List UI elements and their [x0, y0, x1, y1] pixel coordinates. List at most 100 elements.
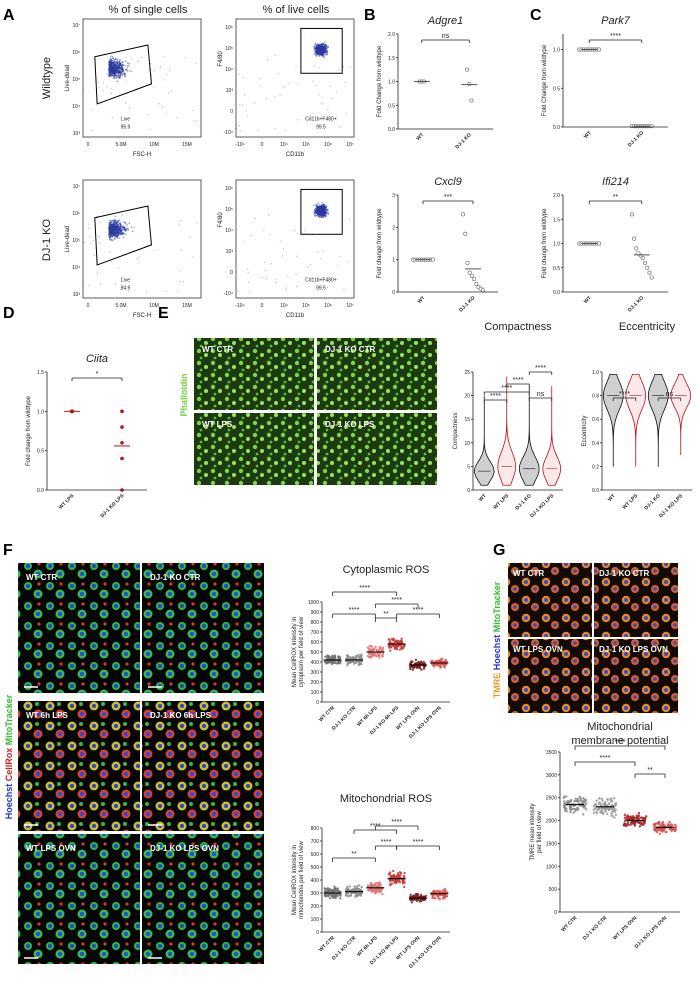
cd11b-tick: 0	[261, 303, 264, 309]
y-axis-label: Fold change from wildtype	[377, 208, 383, 279]
event-dot	[123, 221, 125, 223]
data-point	[403, 644, 406, 648]
significance-label: ns	[537, 391, 545, 398]
event-dot	[323, 216, 325, 218]
event-dot	[112, 74, 115, 77]
data-point	[337, 655, 341, 659]
event-dot	[287, 275, 289, 278]
event-dot	[110, 92, 112, 94]
y-tick-label: 10	[464, 441, 470, 447]
event-dot	[88, 284, 90, 286]
data-point	[649, 124, 654, 129]
y-tick-label: 300	[311, 891, 320, 897]
cellrox-image	[142, 701, 264, 831]
event-dot	[317, 210, 320, 212]
data-point	[632, 816, 636, 820]
data-point	[610, 811, 613, 815]
data-point	[632, 236, 637, 241]
y-axis-label: Fold change from wildtype	[542, 208, 548, 279]
significance-label: ****	[535, 365, 546, 372]
event-dot	[113, 71, 116, 73]
violin-shape	[647, 373, 669, 467]
y-tick-label: 200	[311, 680, 320, 686]
data-point	[603, 802, 606, 805]
event-dot	[106, 86, 108, 88]
data-point	[610, 797, 613, 800]
event-dot	[275, 279, 277, 281]
livedead-tick: 10⁴	[72, 265, 80, 271]
event-dot	[127, 64, 129, 67]
data-point	[368, 644, 372, 648]
y-tick-label: 500	[311, 650, 320, 656]
event-dot	[113, 75, 116, 78]
gate-label: Live	[121, 277, 130, 283]
data-point	[638, 821, 641, 825]
y-tick-label: 1.0	[553, 242, 560, 248]
significance-label: ***	[444, 194, 452, 201]
cellrox-image	[142, 563, 264, 693]
event-dot	[128, 107, 130, 109]
data-point	[634, 246, 639, 251]
data-point	[369, 884, 373, 887]
event-dot	[111, 233, 113, 236]
event-dot	[275, 282, 277, 284]
data-point	[563, 804, 567, 807]
data-point	[637, 811, 641, 815]
data-point	[357, 653, 360, 657]
event-dot	[320, 47, 323, 49]
significance-label: ****	[381, 839, 392, 846]
event-dot	[324, 44, 327, 46]
data-point	[378, 646, 382, 649]
data-point	[583, 806, 586, 809]
data-point	[565, 795, 568, 798]
event-dot	[285, 289, 287, 291]
tmre-image	[594, 563, 678, 637]
data-point	[381, 654, 385, 658]
event-dot	[322, 203, 325, 205]
event-dot	[110, 87, 112, 89]
event-dot	[307, 266, 309, 268]
event-dot	[318, 44, 321, 47]
event-dot	[121, 230, 124, 232]
event-dot	[116, 222, 119, 225]
event-dot	[189, 236, 191, 238]
data-point	[573, 807, 577, 811]
data-point	[627, 823, 630, 827]
data-point	[400, 637, 403, 640]
x-tick-label: WT LPS	[58, 493, 76, 511]
data-point	[331, 654, 334, 658]
event-dot	[115, 77, 118, 80]
x-tick-label: WT	[415, 132, 425, 142]
y-tick-label: 1000	[546, 864, 557, 870]
event-dot	[122, 70, 125, 73]
significance-label: ns	[442, 33, 450, 40]
data-point	[423, 898, 427, 901]
data-point	[422, 660, 425, 664]
event-dot	[114, 231, 116, 234]
data-point	[328, 888, 332, 891]
data-point	[436, 895, 440, 898]
event-dot	[113, 73, 116, 76]
event-dot	[329, 85, 331, 87]
livedead-tick: 10⁷	[73, 23, 81, 29]
f480-tick: -10⁴	[224, 130, 233, 136]
event-dot	[137, 262, 139, 264]
event-dot	[317, 53, 319, 55]
data-point	[597, 241, 602, 246]
data-point	[659, 823, 663, 827]
event-dot	[118, 75, 121, 77]
panel-letter-c: C	[530, 7, 542, 24]
event-dot	[112, 223, 115, 226]
event-dot	[323, 56, 326, 59]
x-tick-label: DJ-1 KO	[458, 295, 476, 313]
event-dot	[266, 58, 269, 61]
data-point	[604, 804, 607, 807]
data-point	[653, 828, 656, 831]
data-point	[432, 664, 435, 668]
data-point	[324, 887, 328, 891]
x-tick-label: WT CTR	[318, 705, 336, 723]
data-point	[607, 802, 611, 805]
flow-plot-frame	[235, 18, 355, 138]
event-dot	[317, 208, 320, 211]
data-point	[638, 825, 642, 828]
